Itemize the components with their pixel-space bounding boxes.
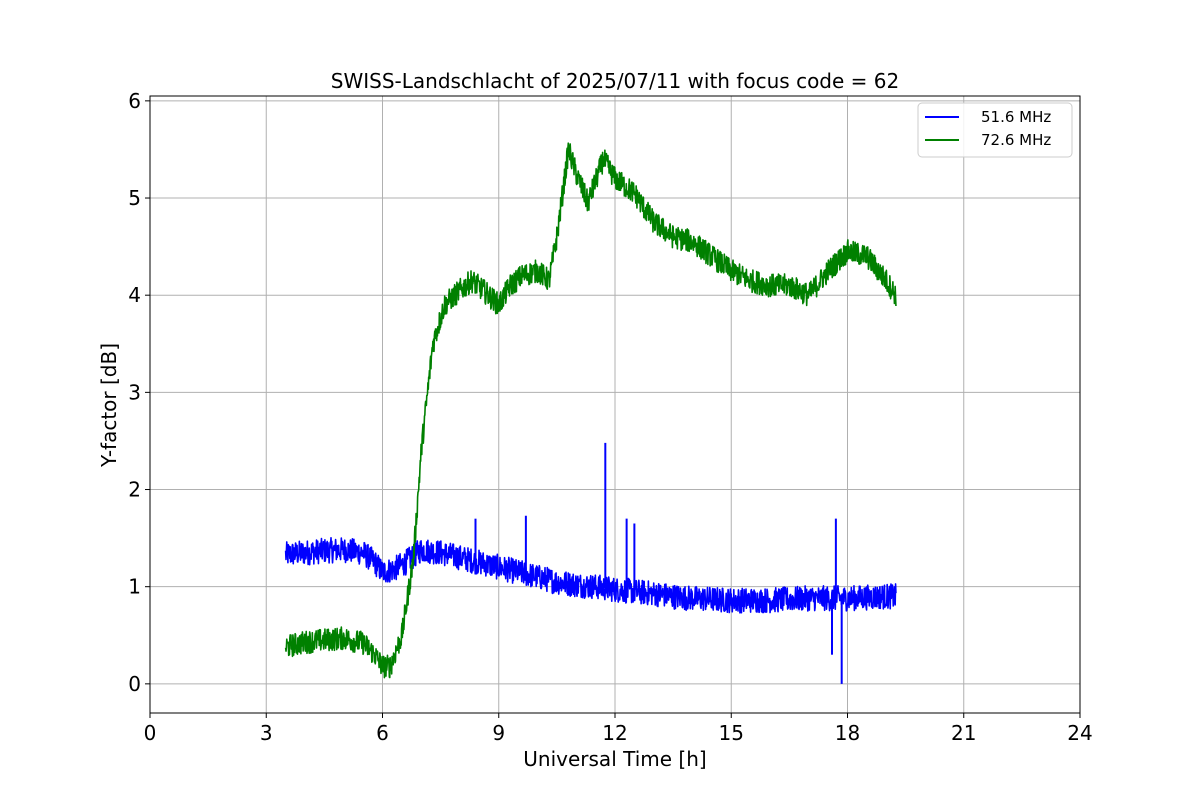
y-tick-label: 4 (128, 283, 141, 307)
x-tick-label: 24 (1067, 721, 1092, 745)
x-tick-label: 6 (376, 721, 389, 745)
chart-title: SWISS-Landschlacht of 2025/07/11 with fo… (331, 69, 899, 93)
x-tick-label: 9 (492, 721, 505, 745)
series-layer (284, 142, 897, 684)
y-tick-label: 5 (128, 186, 141, 210)
series-line-51-6-mhz (284, 537, 897, 614)
x-tick-label: 15 (719, 721, 744, 745)
x-tick-label: 3 (260, 721, 273, 745)
x-tick-label: 18 (835, 721, 860, 745)
series-line-72-6-mhz (284, 142, 897, 679)
legend: 51.6 MHz 72.6 MHz (917, 102, 1073, 158)
x-tick-label: 21 (951, 721, 976, 745)
y-tick-label: 6 (128, 89, 141, 113)
legend-label-72-6: 72.6 MHz (981, 131, 1051, 149)
legend-label-51-6: 51.6 MHz (981, 108, 1051, 126)
x-tick-label: 0 (144, 721, 157, 745)
y-tick-label: 3 (128, 380, 141, 404)
y-tick-label: 0 (128, 672, 141, 696)
y-tick-label: 1 (128, 575, 141, 599)
y-tick-label: 2 (128, 478, 141, 502)
x-axis-label: Universal Time [h] (523, 747, 706, 771)
x-tick-label: 12 (602, 721, 627, 745)
y-axis-label: Y-factor [dB] (97, 343, 121, 468)
